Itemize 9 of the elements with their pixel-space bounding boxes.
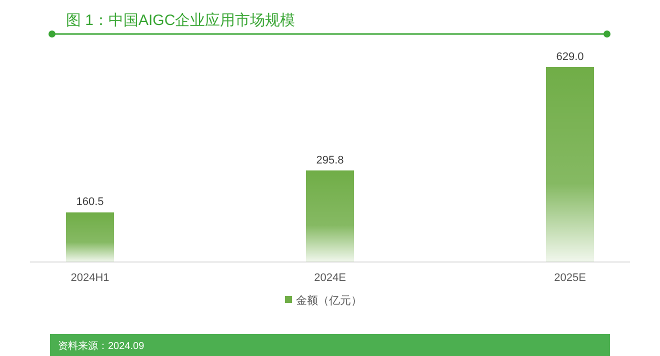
x-tick-label: 2024H1 xyxy=(70,272,110,284)
data-label: 629.0 xyxy=(556,51,584,63)
data-label: 295.8 xyxy=(316,154,344,166)
text: 资料来源：2024.09 xyxy=(58,340,145,352)
x-tick-label: 2024E xyxy=(314,272,346,284)
chart-title: 图 1：中国AIGC企业应用市场规模 xyxy=(66,12,296,29)
x-tick-label: 2025E xyxy=(554,272,586,284)
data-label: 160.5 xyxy=(76,196,104,208)
legend-label: 金额（亿元） xyxy=(296,294,362,307)
